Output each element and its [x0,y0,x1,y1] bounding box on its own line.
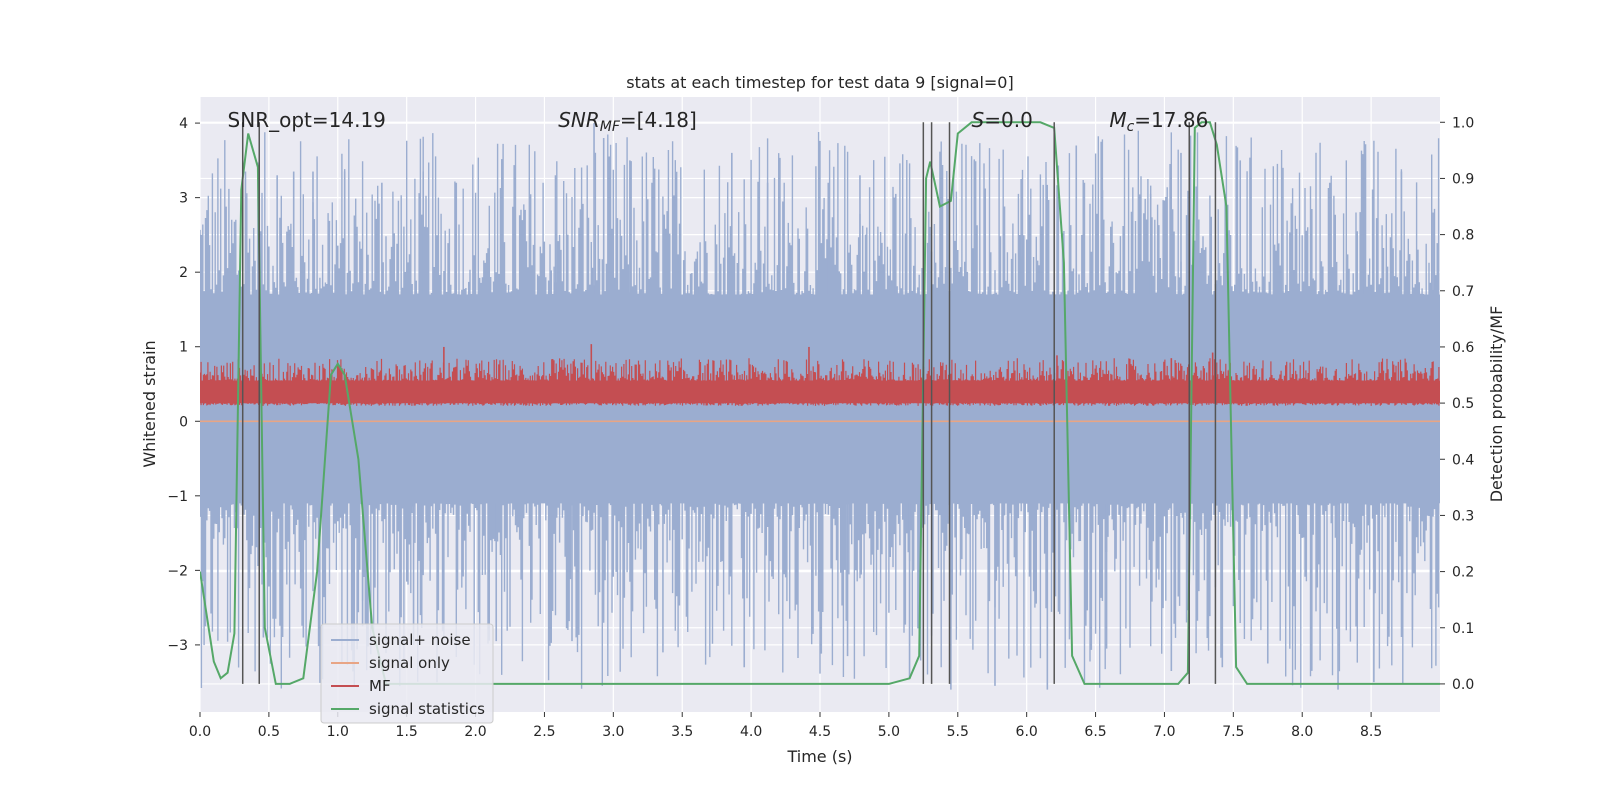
y-right-tick-label: 0.2 [1452,565,1474,581]
annotation: S=0.0 [972,108,1033,132]
y-right-tick-label: 0.6 [1452,340,1474,356]
x-tick-label: 8.0 [1291,724,1313,740]
y-left-tick-label: 4 [179,116,188,132]
x-tick-label: 6.5 [1084,724,1106,740]
y-right-tick-label: 0.9 [1452,171,1474,187]
annotation-part: c [1127,119,1135,135]
annotation: SNRMF=[4.18] [558,108,697,135]
legend-label: signal only [369,654,450,672]
x-tick-label: 0.5 [258,724,280,740]
y-axis-left-label: Whitened strain [140,340,159,467]
annotation-part: M [1109,108,1126,132]
annotation-part: =0.0 [984,108,1033,132]
x-tick-label: 3.0 [602,724,624,740]
chart-title: stats at each timestep for test data 9 [… [626,73,1013,92]
x-tick-label: 2.5 [533,724,555,740]
y-right-tick-label: 0.0 [1452,677,1474,693]
series-signal-statistics [200,121,1440,685]
y-left-tick-label: −1 [167,489,188,505]
legend-items: signal+ noise signal only MF signal statist… [331,631,485,718]
annotation-part: SNR [558,108,600,132]
y-left-tick-label: 3 [179,191,188,207]
annotation-part: =[4.18] [620,108,697,132]
annotation: SNR_opt=14.19 [228,108,386,132]
y-right-tick-label: 1.0 [1452,115,1474,131]
x-tick-label: 5.0 [878,724,900,740]
x-axis-label: Time (s) [786,747,852,766]
y-right-tick-label: 0.4 [1452,452,1474,468]
y-left-tick-label: −3 [167,638,188,654]
legend: signal+ noise signal only MF signal statist… [320,623,494,724]
y-right-tick-label: 0.7 [1452,284,1474,300]
annotation-part: S [972,108,985,132]
x-tick-label: 7.5 [1222,724,1244,740]
y-right-tick-label: 0.3 [1452,508,1474,524]
x-tick-label: 5.5 [947,724,969,740]
x-tick-label: 8.5 [1360,724,1382,740]
annotation-part: =17.86 [1134,108,1208,132]
annotation-part: SNR_opt=14.19 [228,108,386,132]
y-right-tick-label: 0.1 [1452,621,1474,637]
y-left-tick-label: 2 [179,265,188,281]
x-tick-label: 1.5 [396,724,418,740]
annotation: Mc=17.86 [1109,108,1208,135]
annotations: SNR_opt=14.19 SNRMF=[4.18] S=0.0 Mc=17.86 [228,108,1209,135]
y-left-tick-label: 1 [179,340,188,356]
y-right-tick-label: 0.5 [1452,396,1474,412]
series-line [200,121,1440,685]
legend-label: signal statistics [369,700,485,718]
series-layer [200,121,1440,690]
legend-label: MF [369,677,391,695]
x-tick-label: 1.0 [327,724,349,740]
x-tick-label: 6.0 [1016,724,1038,740]
vertical-markers [241,122,1217,684]
y-axis-right-label: Detection probability/MF [1487,306,1506,503]
x-tick-label: 2.0 [464,724,486,740]
y-left-tick-label: −2 [167,563,188,579]
annotation-part: MF [600,119,621,135]
series-mf [200,344,1440,406]
y-right-tick-label: 0.8 [1452,228,1474,244]
x-tick-label: 4.0 [740,724,762,740]
x-tick-label: 0.0 [189,724,211,740]
x-tick-label: 4.5 [809,724,831,740]
legend-label: signal+ noise [369,631,471,649]
y-left-tick-label: 0 [179,414,188,430]
legend-frame [320,623,494,724]
x-tick-label: 7.0 [1153,724,1175,740]
x-tick-label: 3.5 [671,724,693,740]
series-texture [200,358,1440,406]
